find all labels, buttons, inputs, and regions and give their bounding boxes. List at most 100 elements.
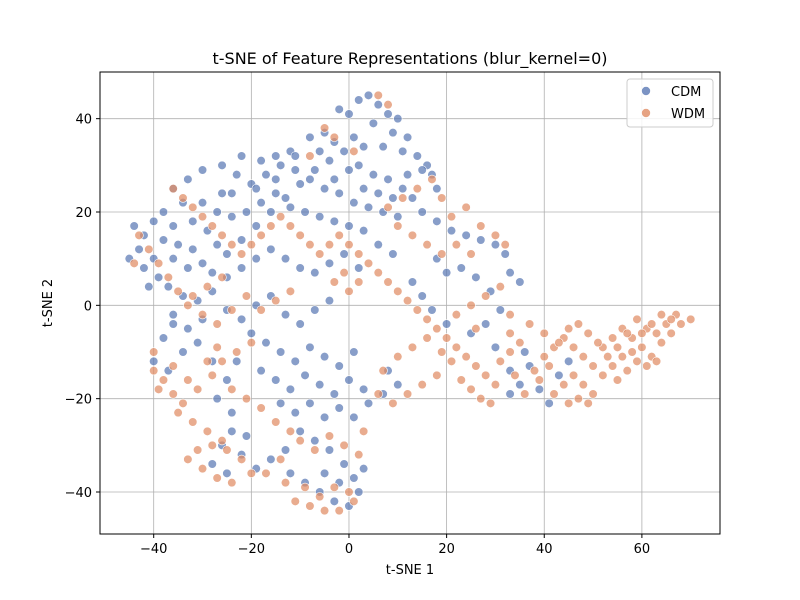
- data-point-wdm: [378, 366, 388, 376]
- data-point-wdm: [178, 193, 188, 203]
- data-point-wdm: [134, 230, 144, 240]
- data-point-wdm: [593, 338, 603, 348]
- data-point-cdm: [310, 305, 320, 315]
- data-point-wdm: [583, 398, 593, 408]
- data-point-wdm: [642, 361, 652, 371]
- data-point-wdm: [495, 356, 505, 366]
- data-point-cdm: [520, 347, 530, 357]
- data-point-cdm: [158, 235, 169, 245]
- data-point-wdm: [632, 356, 642, 366]
- data-point-cdm: [153, 272, 164, 282]
- data-point-wdm: [349, 146, 359, 156]
- data-point-cdm: [256, 198, 266, 208]
- data-point-cdm: [246, 328, 256, 338]
- legend-marker-cdm: [641, 86, 651, 96]
- data-point-cdm: [324, 296, 335, 306]
- data-point-cdm: [232, 170, 242, 180]
- data-point-cdm: [349, 347, 359, 357]
- data-point-cdm: [241, 207, 252, 217]
- data-point-cdm: [359, 464, 369, 474]
- data-point-cdm: [236, 314, 247, 324]
- data-point-wdm: [393, 286, 403, 296]
- data-point-wdm: [183, 375, 193, 385]
- data-point-wdm: [373, 90, 383, 100]
- data-point-cdm: [329, 496, 339, 506]
- data-point-cdm: [158, 207, 169, 217]
- data-point-wdm: [471, 361, 481, 371]
- data-point-wdm: [442, 333, 452, 343]
- data-point-cdm: [334, 403, 344, 413]
- data-point-wdm: [637, 342, 647, 352]
- data-point-wdm: [505, 347, 515, 357]
- data-point-cdm: [505, 268, 515, 278]
- data-point-wdm: [388, 398, 398, 408]
- data-point-cdm: [280, 254, 291, 264]
- data-point-cdm: [363, 202, 374, 212]
- data-point-cdm: [359, 142, 369, 152]
- data-point-cdm: [168, 319, 178, 329]
- data-point-cdm: [344, 221, 354, 231]
- data-point-cdm: [388, 249, 398, 259]
- data-point-wdm: [173, 286, 183, 296]
- data-point-cdm: [217, 188, 227, 198]
- data-point-wdm: [329, 132, 339, 142]
- data-point-cdm: [183, 324, 193, 334]
- data-point-wdm: [339, 440, 349, 450]
- data-point-cdm: [158, 333, 169, 343]
- data-point-wdm: [437, 347, 447, 357]
- data-point-wdm: [295, 230, 305, 240]
- data-point-wdm: [417, 380, 427, 390]
- data-point-cdm: [339, 146, 349, 156]
- legend-marker-wdm: [641, 108, 651, 118]
- data-point-cdm: [363, 90, 374, 100]
- data-point-cdm: [310, 436, 320, 446]
- data-point-cdm: [300, 370, 310, 380]
- data-point-wdm: [544, 361, 554, 371]
- data-point-wdm: [632, 314, 642, 324]
- data-point-cdm: [222, 375, 232, 385]
- data-point-cdm: [363, 398, 374, 408]
- data-point-cdm: [471, 272, 481, 282]
- data-point-wdm: [651, 356, 662, 366]
- data-point-wdm: [354, 249, 364, 259]
- data-point-cdm: [319, 468, 330, 478]
- data-point-wdm: [373, 268, 383, 278]
- data-point-wdm: [359, 426, 369, 436]
- data-point-wdm: [451, 240, 461, 250]
- data-point-cdm: [554, 370, 564, 380]
- legend-label-wdm: WDM: [671, 107, 705, 122]
- data-point-wdm: [168, 361, 178, 371]
- data-point-wdm: [202, 282, 213, 292]
- data-point-wdm: [407, 342, 418, 352]
- data-point-wdm: [349, 496, 359, 506]
- data-point-cdm: [417, 165, 427, 175]
- data-point-wdm: [324, 431, 335, 441]
- data-point-cdm: [173, 240, 183, 250]
- data-point-wdm: [612, 375, 623, 385]
- x-axis-label: t-SNE 1: [386, 563, 434, 578]
- data-point-wdm: [222, 445, 232, 455]
- legend: CDM WDM: [626, 78, 714, 128]
- data-point-cdm: [339, 459, 349, 469]
- data-point-wdm: [202, 426, 213, 436]
- y-tick-label: 20: [75, 206, 92, 221]
- data-point-wdm: [295, 436, 305, 446]
- data-point-wdm: [393, 352, 403, 362]
- data-point-wdm: [227, 305, 237, 315]
- data-point-cdm: [324, 156, 335, 166]
- plot-frame: [99, 71, 721, 535]
- grid-lines: [100, 72, 720, 534]
- data-point-wdm: [207, 221, 217, 231]
- data-point-cdm: [197, 165, 208, 175]
- data-point-wdm: [393, 221, 403, 231]
- data-point-wdm: [363, 258, 374, 268]
- data-point-cdm: [446, 226, 457, 236]
- data-point-cdm: [544, 398, 554, 408]
- chart-title: t-SNE of Feature Representations (blur_k…: [212, 49, 607, 69]
- data-point-wdm: [217, 272, 227, 282]
- data-point-cdm: [393, 212, 403, 222]
- data-point-wdm: [334, 506, 344, 516]
- data-point-wdm: [329, 277, 339, 287]
- data-point-wdm: [437, 249, 447, 259]
- data-point-wdm: [510, 370, 520, 380]
